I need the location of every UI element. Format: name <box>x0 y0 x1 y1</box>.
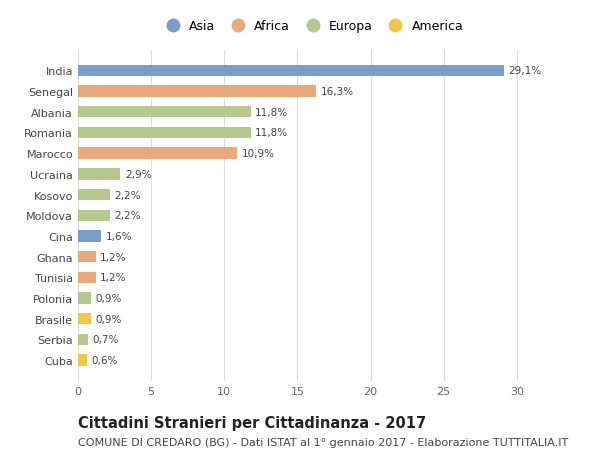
Bar <box>78 313 91 325</box>
Text: Cittadini Stranieri per Cittadinanza - 2017: Cittadini Stranieri per Cittadinanza - 2… <box>78 415 426 431</box>
Bar <box>78 107 251 118</box>
Text: 10,9%: 10,9% <box>242 149 275 159</box>
Bar <box>78 231 101 242</box>
Text: 0,6%: 0,6% <box>91 355 118 365</box>
Bar <box>78 66 503 77</box>
Text: 11,8%: 11,8% <box>255 107 288 118</box>
Bar <box>78 210 110 221</box>
Bar <box>78 128 251 139</box>
Text: 0,7%: 0,7% <box>92 335 119 345</box>
Text: 2,9%: 2,9% <box>125 169 151 179</box>
Text: 16,3%: 16,3% <box>321 87 354 97</box>
Text: 29,1%: 29,1% <box>508 66 541 76</box>
Text: 1,2%: 1,2% <box>100 252 127 262</box>
Text: 2,2%: 2,2% <box>115 211 141 221</box>
Bar <box>78 190 110 201</box>
Bar <box>78 334 88 345</box>
Text: 1,2%: 1,2% <box>100 273 127 283</box>
Bar <box>78 293 91 304</box>
Bar <box>78 148 238 159</box>
Text: 1,6%: 1,6% <box>106 231 132 241</box>
Text: 11,8%: 11,8% <box>255 128 288 138</box>
Bar <box>78 355 87 366</box>
Bar <box>78 86 316 97</box>
Bar <box>78 252 95 263</box>
Text: COMUNE DI CREDARO (BG) - Dati ISTAT al 1° gennaio 2017 - Elaborazione TUTTITALIA: COMUNE DI CREDARO (BG) - Dati ISTAT al 1… <box>78 437 568 447</box>
Text: 0,9%: 0,9% <box>95 293 122 303</box>
Bar <box>78 169 121 180</box>
Text: 0,9%: 0,9% <box>95 314 122 324</box>
Legend: Asia, Africa, Europa, America: Asia, Africa, Europa, America <box>161 20 463 34</box>
Text: 2,2%: 2,2% <box>115 190 141 200</box>
Bar <box>78 272 95 283</box>
